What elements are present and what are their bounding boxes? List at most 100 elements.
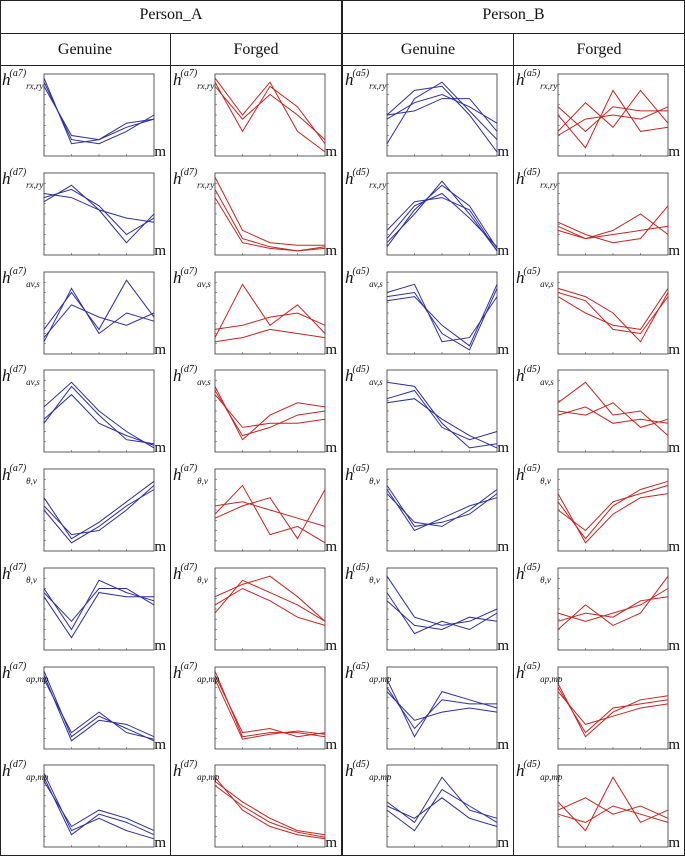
feature-label: h(a7) rx,ry	[2, 68, 43, 91]
panel-plot	[214, 369, 326, 453]
feature-symbol: h	[173, 267, 182, 287]
panel-r8-c2: h(d7)ap,mp m	[171, 757, 341, 856]
series-line-2	[386, 789, 498, 832]
series-line-2	[557, 106, 668, 133]
series-line-3	[557, 106, 669, 136]
series-line-2	[43, 81, 155, 145]
divider-a	[170, 33, 171, 856]
x-axis-label: m	[154, 242, 166, 259]
feature-label: h(d5)θ,v	[516, 562, 551, 585]
series-line-3	[43, 303, 155, 338]
plot-frame	[386, 567, 498, 651]
feature-superscript: (d5)	[523, 364, 541, 376]
feature-symbol: h	[173, 70, 182, 89]
series-line-4	[386, 98, 498, 132]
panel-plot	[214, 764, 326, 848]
plot-frame	[214, 666, 326, 749]
feature-subscript: rx,ry	[197, 179, 215, 190]
x-axis-label: m	[497, 242, 509, 259]
panel-plot	[386, 666, 498, 749]
x-axis-label: m	[325, 637, 337, 654]
panel-plot	[386, 271, 498, 354]
plot-frame	[386, 666, 498, 749]
feature-subscript: θ,v	[540, 476, 551, 486]
panel-plot	[214, 666, 326, 749]
divider-person	[341, 0, 343, 856]
panel-r6-c3: h(d5)θ,v m	[343, 560, 513, 659]
feature-superscript: (d7)	[9, 759, 27, 771]
x-axis-label: m	[668, 341, 680, 358]
x-axis-label: m	[325, 539, 337, 555]
feature-label: h(a7) θ,v	[173, 463, 208, 486]
panel-plot	[43, 666, 155, 749]
panel-r4-c1: h(d7)av,s m	[0, 362, 170, 461]
feature-subscript: ap,mp	[197, 673, 220, 684]
x-axis-label: m	[325, 440, 337, 457]
feature-symbol: h	[345, 465, 354, 484]
panel-plot	[43, 468, 155, 552]
feature-label: h(a5) θ,v	[516, 463, 551, 486]
feature-label: h(d5)ap,mp	[345, 759, 391, 782]
feature-label: h(a7)ap,mp	[173, 661, 219, 684]
feature-symbol: h	[345, 366, 354, 386]
panel-r7-c2: h(a7)ap,mp m	[171, 659, 341, 758]
panel-plot	[386, 764, 498, 848]
series-line-1	[386, 287, 498, 351]
feature-symbol: h	[173, 761, 182, 781]
panel-plot	[386, 369, 498, 453]
feature-label: h(d7)θ,v	[2, 562, 37, 585]
panel-plot	[214, 567, 326, 651]
x-axis-label: m	[325, 242, 337, 259]
panel-plot	[557, 567, 669, 651]
feature-subscript: av,s	[369, 278, 383, 289]
feature-symbol: h	[2, 366, 11, 386]
x-axis-label: m	[668, 242, 680, 259]
feature-subscript: av,s	[197, 278, 211, 289]
series-line-3	[214, 394, 326, 429]
feature-label: h(a5) θ,v	[345, 463, 380, 486]
panel-r1-c1: h(a7) rx,ry m	[0, 66, 170, 165]
feature-symbol: h	[516, 465, 525, 484]
feature-superscript: (a7)	[9, 463, 27, 474]
series-line-1	[214, 777, 326, 840]
series-line-1	[557, 682, 669, 738]
feature-superscript: (a5)	[523, 660, 541, 672]
series-line-3	[386, 196, 498, 251]
feature-label: h(a5)av,s	[345, 266, 383, 289]
plot-frame	[43, 172, 155, 256]
series-line-2	[557, 797, 669, 820]
feature-label: h(d5)rx,ry	[345, 167, 386, 190]
series-line-1	[214, 670, 326, 737]
feature-subscript: ap,mp	[540, 772, 563, 783]
series-line-2	[214, 81, 326, 144]
series-line-2	[43, 773, 155, 840]
plot-frame	[214, 369, 326, 453]
series-line-1	[557, 493, 669, 544]
series-line-1	[214, 77, 326, 153]
feature-label: h(d7)ap,mp	[2, 759, 48, 782]
series-line-2	[214, 328, 326, 342]
feature-symbol: h	[2, 465, 11, 484]
x-axis-label: m	[497, 637, 509, 654]
person-b-forged-header: Forged	[576, 41, 622, 58]
series-line-1	[43, 777, 155, 836]
feature-subscript: rx,ry	[26, 179, 44, 190]
x-axis-label: m	[154, 835, 166, 852]
series-line-2	[214, 674, 326, 737]
panel-r5-c4: h(a5) θ,v m	[514, 461, 684, 560]
x-axis-label: m	[668, 144, 680, 160]
person-a-header: Person_A	[139, 6, 203, 23]
panel-r3-c1: h(a7)av,s m	[0, 264, 170, 363]
x-axis-label: m	[325, 835, 337, 852]
feature-superscript: (a7)	[9, 68, 27, 79]
panel-r1-c4: h(a5) rx,ry m	[514, 66, 684, 165]
series-line-3	[214, 579, 326, 622]
plot-frame	[214, 567, 326, 651]
feature-symbol: h	[173, 662, 182, 682]
panel-plot	[43, 567, 155, 651]
feature-symbol: h	[345, 563, 354, 583]
feature-symbol: h	[345, 70, 354, 89]
panel-r4-c3: h(d5)av,s m	[343, 362, 513, 461]
series-line-1	[43, 381, 155, 449]
